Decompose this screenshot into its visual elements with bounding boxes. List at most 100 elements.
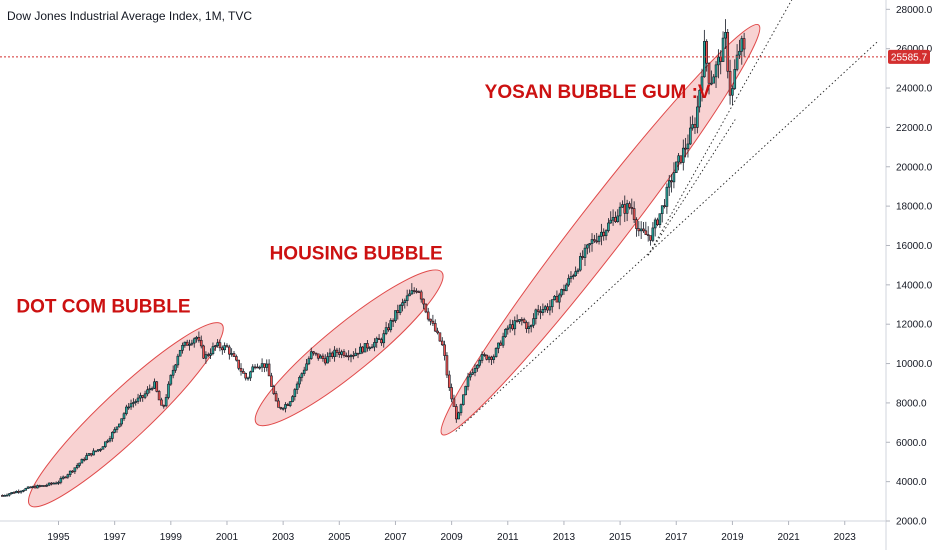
candle-body <box>440 340 444 346</box>
candle-body <box>361 346 365 353</box>
candle-body <box>115 426 119 430</box>
candle-body <box>593 239 596 242</box>
candle-body <box>153 381 156 389</box>
candle-body <box>192 338 196 344</box>
candle-body <box>717 56 720 66</box>
candle-body <box>742 38 746 50</box>
candle-body <box>157 391 161 401</box>
candle-body <box>464 386 467 396</box>
candle-body <box>347 355 350 358</box>
candle-body <box>658 213 662 225</box>
candle-body <box>398 305 402 313</box>
candle-body <box>279 407 283 409</box>
y-tick-label: 12000.0 <box>896 320 932 331</box>
candle-body <box>10 492 13 494</box>
candle-body <box>660 205 664 215</box>
candle-body <box>462 394 465 405</box>
candle-body <box>263 363 266 368</box>
trendline[interactable] <box>647 119 736 256</box>
x-tick-label: 2011 <box>497 532 519 543</box>
candle-body <box>429 318 432 322</box>
y-tick-label: 16000.0 <box>896 241 932 252</box>
candle-body <box>181 345 184 351</box>
candle-body <box>571 275 575 278</box>
candle-body <box>218 342 222 349</box>
candle-body <box>670 180 673 183</box>
candle-body <box>251 366 255 373</box>
candle-body <box>391 320 395 322</box>
x-axis-ticks[interactable]: 1995 1997 1999 2001 2003 2005 2007 2009 2011 2013… <box>47 521 856 543</box>
candle-body <box>288 401 292 406</box>
candle-body <box>604 230 608 237</box>
last-price-tag-text: 25585.7 <box>891 52 928 63</box>
candle-body <box>246 377 250 380</box>
candle-body <box>574 271 577 277</box>
candle-body <box>235 356 238 361</box>
candle-body <box>82 458 86 461</box>
candle-body <box>555 295 559 303</box>
candle-body <box>600 231 603 237</box>
candle-body <box>630 206 634 209</box>
candle-body <box>618 206 622 217</box>
candle-body <box>129 403 133 408</box>
candle-body <box>490 356 493 360</box>
candle-body <box>478 360 482 366</box>
candle-body <box>57 481 60 484</box>
candle-body <box>80 458 84 464</box>
x-tick-label: 2009 <box>440 532 463 543</box>
candle-body <box>92 450 95 456</box>
candle-body <box>136 397 140 402</box>
candle-body <box>22 489 25 492</box>
candle-body <box>314 352 318 355</box>
candle-body <box>305 363 308 371</box>
candle-body <box>485 354 489 360</box>
candle-body <box>380 339 383 344</box>
candle-body <box>703 41 706 78</box>
candle-body <box>206 354 210 356</box>
candle-body <box>518 319 521 322</box>
candle-body <box>698 89 701 108</box>
candle-body <box>504 329 507 338</box>
candle-body <box>309 351 313 359</box>
candle-body <box>522 319 526 323</box>
candle-body <box>665 186 669 207</box>
candle-body <box>492 356 496 360</box>
candle-body <box>178 349 182 357</box>
last-price-tag: 25585.7 <box>888 49 930 64</box>
x-tick-label: 2001 <box>216 532 239 543</box>
candle-body <box>213 345 217 348</box>
candle-body <box>253 366 257 369</box>
bubble-ellipse <box>440 23 761 436</box>
candle-body <box>700 76 704 91</box>
y-tick-label: 22000.0 <box>896 123 932 134</box>
candle-body <box>616 215 620 222</box>
candle-body <box>29 486 32 489</box>
candle-body <box>366 343 369 349</box>
candle-body <box>319 355 322 359</box>
candle-body <box>726 32 730 72</box>
candle-body <box>225 345 229 348</box>
candle-body <box>738 50 741 56</box>
candle-body <box>232 353 236 357</box>
candle-body <box>19 490 23 493</box>
x-tick-label: 1997 <box>104 532 127 543</box>
candle-body <box>373 342 376 348</box>
candle-body <box>457 412 460 420</box>
candle-body <box>609 219 613 224</box>
candle-body <box>363 343 367 353</box>
candle-body <box>445 355 449 376</box>
candle-body <box>335 349 339 353</box>
candle-body <box>96 449 100 452</box>
trendlines <box>455 0 879 432</box>
candle-body <box>415 290 418 293</box>
candle-body <box>120 418 123 425</box>
candle-body <box>501 336 505 346</box>
candle-body <box>735 54 739 70</box>
candle-body <box>302 369 306 374</box>
candle-body <box>611 217 615 221</box>
y-axis-ticks[interactable]: 2000.0 4000.0 6000.0 8000.0 10000.0 12000.0 14… <box>886 5 932 528</box>
candle-body <box>127 406 130 409</box>
candle-body <box>728 70 732 96</box>
candle-body <box>286 404 290 406</box>
candle-body <box>249 371 252 379</box>
